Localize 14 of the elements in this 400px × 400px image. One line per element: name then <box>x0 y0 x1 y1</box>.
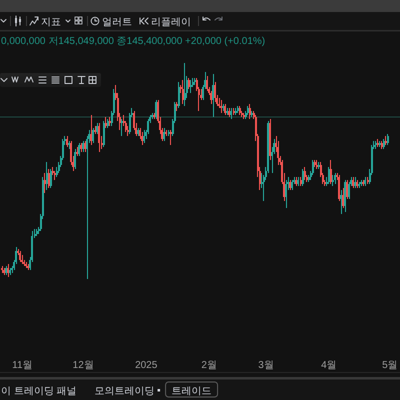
x-tick-label: 5월 <box>382 360 398 371</box>
text: 트레이드 <box>172 386 212 397</box>
x-tick-label: 12월 <box>72 360 94 371</box>
x-tick-label: 2025 <box>135 360 158 371</box>
x-tick-label: 2월 <box>201 360 217 371</box>
text: 리플레이 <box>151 17 191 28</box>
text: 이 트레이딩 패널 <box>1 386 77 397</box>
x-tick-label: 11월 <box>12 360 33 371</box>
x-tick-label: 3월 <box>258 360 274 371</box>
text: 모의트레이딩 <box>94 386 155 397</box>
text: 지표 <box>41 17 61 28</box>
text: 0,000,000 저145,049,000 종145,400,000 +20,000 (+0.01%) <box>1 36 266 47</box>
x-tick-label: 4월 <box>321 360 337 371</box>
text: 얼러트 <box>102 17 132 28</box>
